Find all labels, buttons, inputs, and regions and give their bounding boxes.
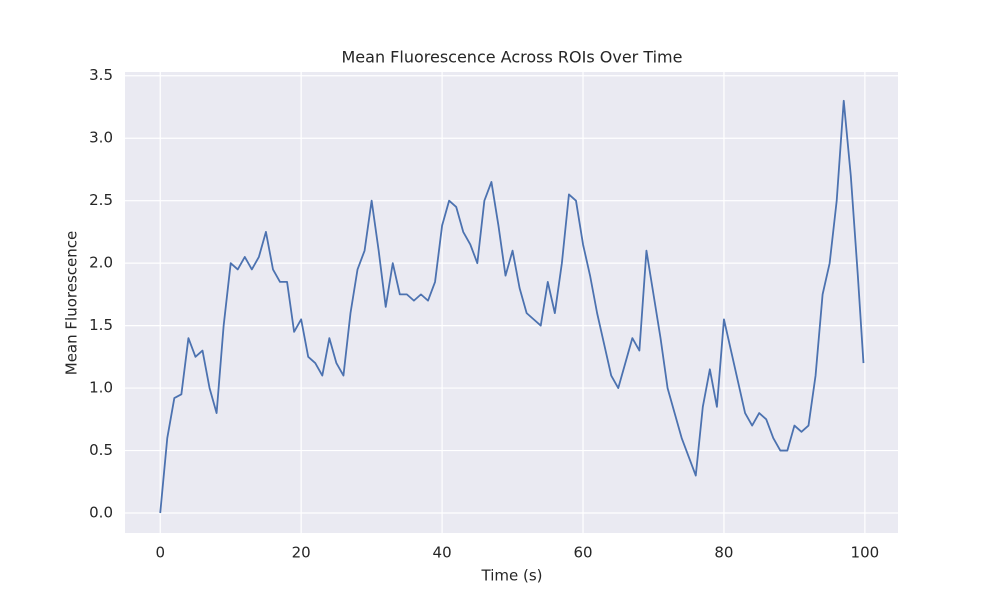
x-tick-label: 60 [573, 544, 592, 562]
y-tick-label: 1.0 [89, 379, 113, 397]
y-tick-label: 2.0 [89, 254, 113, 272]
data-line [159, 99, 865, 514]
y-tick-label: 0.5 [89, 441, 113, 459]
x-axis-label: Time (s) [481, 567, 543, 585]
y-tick-label: 3.0 [89, 129, 113, 147]
chart-title: Mean Fluorescence Across ROIs Over Time [342, 48, 683, 67]
x-tick-label: 20 [292, 544, 311, 562]
y-tick-label: 2.5 [89, 191, 113, 209]
y-axis-label: Mean Fluorescence [63, 231, 81, 375]
x-tick-label: 100 [851, 544, 880, 562]
x-tick-label: 40 [433, 544, 452, 562]
x-tick-label: 0 [155, 544, 165, 562]
y-tick-label: 0.0 [89, 504, 113, 522]
x-tick-label: 80 [714, 544, 733, 562]
y-tick-label: 3.5 [89, 66, 113, 84]
plot-area [125, 72, 898, 533]
y-tick-label: 1.5 [89, 316, 113, 334]
